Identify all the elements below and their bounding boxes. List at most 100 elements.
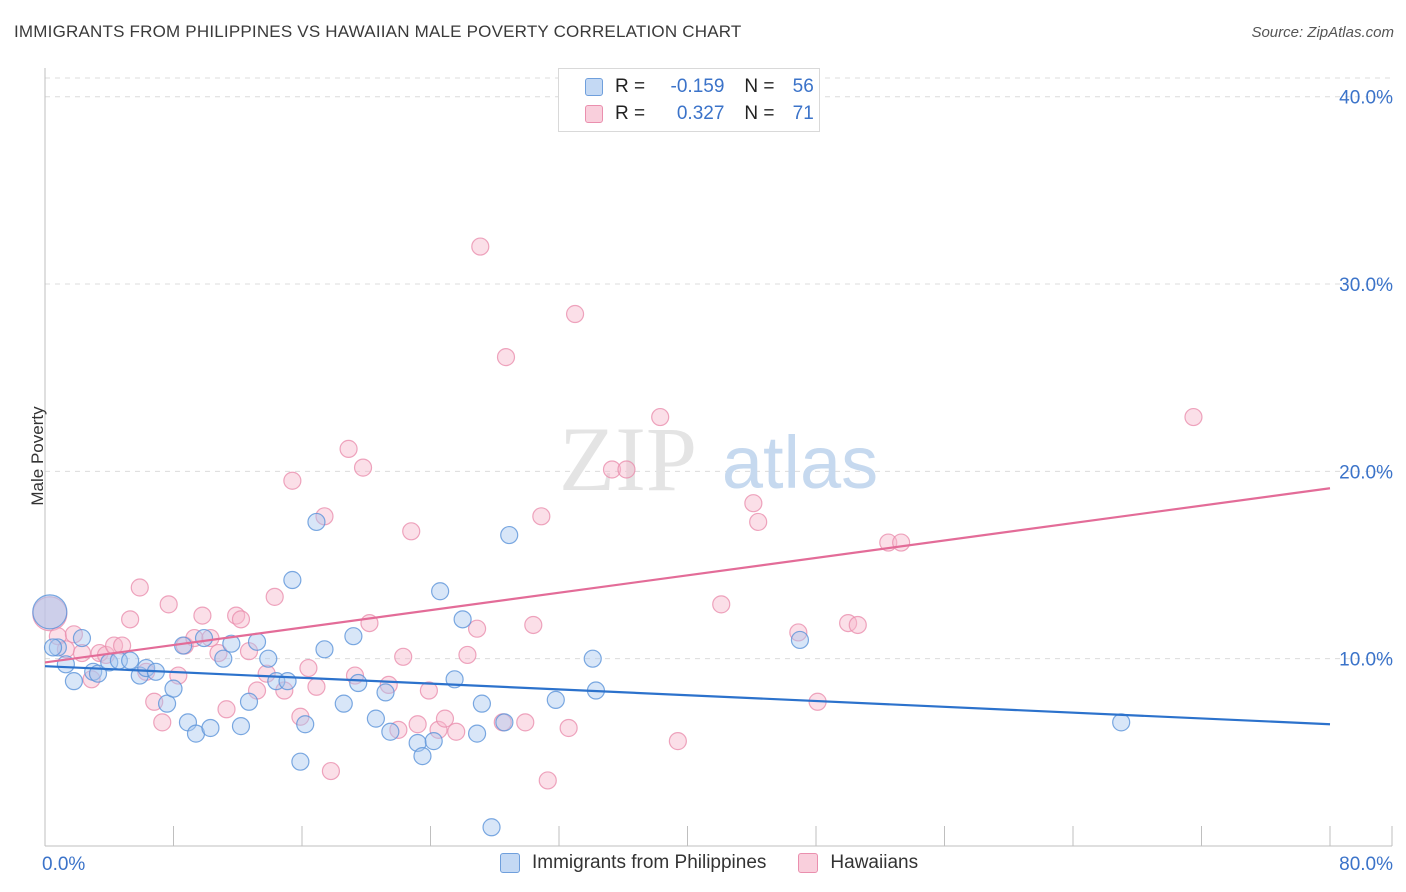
legend-n-label: N = — [744, 103, 775, 124]
point-philippines — [137, 658, 156, 678]
series-swatch-philippines — [500, 853, 520, 873]
legend-n-value: 71 — [792, 103, 814, 124]
point-hawaiians — [419, 681, 438, 700]
point-hawaiians — [651, 407, 670, 427]
point-philippines — [790, 630, 810, 650]
point-hawaiians — [130, 578, 149, 597]
point-philippines — [500, 525, 519, 545]
point-philippines — [201, 718, 220, 738]
point-philippines — [424, 732, 443, 751]
point-hawaiians — [121, 610, 140, 629]
y-tick-label: 40.0% — [1339, 88, 1393, 109]
axes — [44, 68, 1393, 847]
point-hawaiians — [257, 664, 276, 683]
point-hawaiians — [159, 595, 178, 614]
tick-labels: 10.0% 20.0% 30.0% 40.0% 0.0% 80.0% — [42, 88, 1393, 875]
point-hawaiians — [559, 718, 578, 738]
correlation-legend: R = -0.159 N = 56 R = 0.327 N = 71 — [558, 68, 820, 132]
trend-line-philippines — [44, 665, 1331, 726]
watermark: ZIP atlas — [559, 408, 878, 510]
point-philippines — [231, 717, 251, 736]
point-hawaiians — [408, 715, 427, 734]
legend-n-label: N = — [744, 76, 775, 97]
point-hawaiians — [668, 732, 687, 751]
point-philippines — [283, 570, 302, 590]
point-hawaiians — [744, 494, 763, 513]
chart-title: IMMIGRANTS FROM PHILIPPINES VS HAWAIIAN … — [14, 22, 742, 41]
point-hawaiians — [339, 439, 358, 458]
legend-r-value: -0.159 — [670, 76, 725, 97]
point-philippines — [413, 746, 432, 766]
point-philippines — [291, 752, 310, 771]
legend-r-value: 0.327 — [676, 103, 725, 124]
point-hawaiians — [353, 458, 373, 477]
point-philippines — [278, 672, 297, 691]
point-hawaiians — [538, 771, 557, 790]
point-philippines — [32, 594, 68, 630]
point-hawaiians — [435, 709, 455, 728]
point-philippines — [381, 722, 400, 741]
point-philippines — [349, 673, 368, 693]
legend-r-label: R = — [615, 103, 646, 124]
source-label: Source: ZipAtlas.com — [1251, 24, 1394, 41]
point-hawaiians — [516, 713, 535, 732]
point-philippines — [344, 627, 363, 646]
point-philippines — [259, 649, 278, 668]
legend-row-hawaiians: R = 0.327 N = 71 — [585, 102, 814, 126]
point-hawaiians — [321, 761, 341, 781]
point-hawaiians — [265, 587, 284, 606]
scatter-points — [32, 237, 1203, 837]
y-tick-label: 30.0% — [1339, 275, 1393, 296]
point-philippines — [194, 628, 214, 648]
point-philippines — [453, 610, 472, 629]
series-legend-hawaiians: Hawaiians — [798, 852, 918, 874]
point-hawaiians — [712, 595, 731, 614]
point-philippines — [239, 692, 259, 711]
series-label-hawaiians: Hawaiians — [830, 852, 919, 873]
legend-r-label: R = — [615, 76, 646, 97]
point-philippines — [546, 690, 565, 709]
point-hawaiians — [1184, 407, 1203, 427]
point-hawaiians — [209, 643, 228, 663]
point-philippines — [376, 683, 395, 702]
point-philippines — [472, 694, 491, 713]
point-philippines — [482, 818, 501, 837]
point-philippines — [307, 512, 326, 532]
point-philippines — [48, 638, 67, 657]
point-philippines — [72, 628, 92, 648]
watermark-atlas: atlas — [722, 421, 878, 504]
series-legend: Immigrants from Philippines Hawaiians — [500, 852, 950, 874]
point-philippines — [64, 672, 84, 691]
legend-swatch-philippines — [585, 78, 603, 96]
point-hawaiians — [789, 623, 808, 642]
point-hawaiians — [193, 606, 212, 625]
point-philippines — [214, 649, 233, 668]
point-hawaiians — [565, 304, 585, 324]
point-philippines — [467, 724, 487, 743]
point-hawaiians — [617, 460, 636, 479]
y-axis-label: Male Poverty — [28, 406, 47, 506]
trend-lines — [44, 487, 1331, 726]
point-hawaiians — [458, 645, 477, 665]
point-philippines — [43, 638, 63, 657]
point-philippines — [222, 634, 241, 653]
point-hawaiians — [299, 658, 318, 678]
y-tick-label: 10.0% — [1339, 650, 1393, 671]
x-tick-label: 80.0% — [1339, 854, 1393, 875]
point-hawaiians — [231, 610, 251, 629]
point-hawaiians — [394, 647, 413, 666]
legend-n-value: 56 — [792, 76, 814, 97]
point-philippines — [121, 651, 140, 670]
point-hawaiians — [447, 722, 466, 741]
point-philippines — [366, 709, 385, 728]
point-hawaiians — [602, 460, 622, 479]
point-philippines — [431, 582, 450, 601]
point-hawaiians — [112, 636, 132, 655]
point-philippines — [296, 715, 315, 734]
point-hawaiians — [429, 720, 448, 739]
point-hawaiians — [307, 677, 326, 696]
point-hawaiians — [153, 713, 172, 732]
series-legend-philippines: Immigrants from Philippines — [500, 852, 766, 874]
point-hawaiians — [892, 533, 911, 552]
